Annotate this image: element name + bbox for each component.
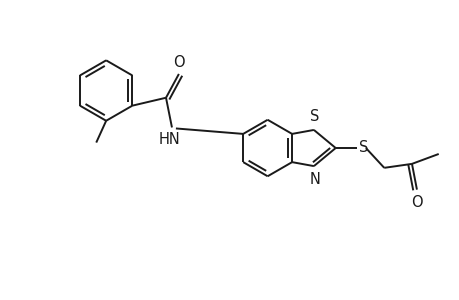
Text: O: O <box>173 55 185 70</box>
Text: HN: HN <box>159 132 180 147</box>
Text: S: S <box>309 110 319 124</box>
Text: S: S <box>358 140 368 154</box>
Text: N: N <box>309 172 319 187</box>
Text: O: O <box>410 195 422 210</box>
